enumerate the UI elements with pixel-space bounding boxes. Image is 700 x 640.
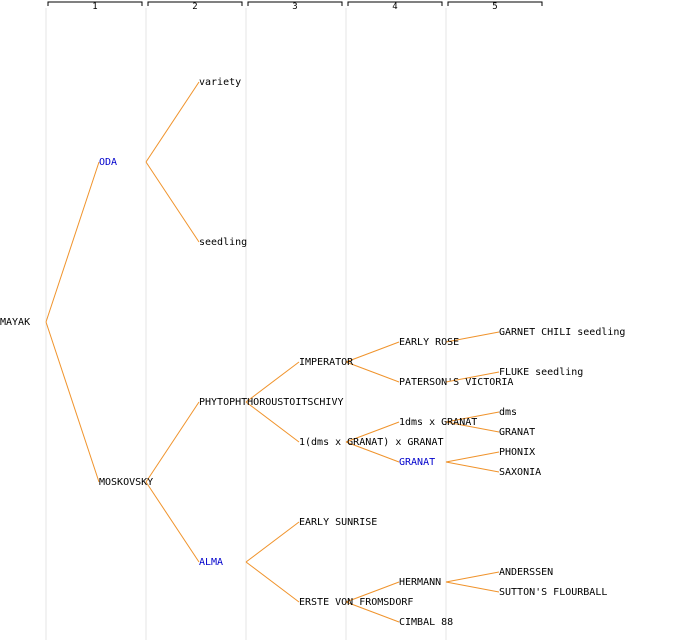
generation-bracket [447, 1, 543, 6]
pedigree-edge [345, 581, 400, 603]
generation-guides [45, 8, 447, 640]
node-dms-x-granat[interactable]: 1dms x GRANAT [399, 417, 477, 428]
node-suttons[interactable]: SUTTON'S FLOURBALL [499, 587, 607, 598]
node-early-sunrise[interactable]: EARLY SUNRISE [299, 517, 377, 528]
pedigree-edge [345, 341, 400, 363]
pedigree-edge [445, 461, 500, 473]
node-imperator[interactable]: IMPERATOR [299, 357, 354, 368]
node-moskovsky[interactable]: MOSKOVSKY [99, 477, 153, 488]
node-phonix[interactable]: PHONIX [499, 447, 535, 458]
pedigree-edge [145, 81, 200, 163]
generation-number: 2 [192, 2, 197, 12]
generation-bracket [47, 1, 143, 6]
pedigree-edge [445, 571, 500, 583]
node-oda[interactable]: ODA [99, 157, 117, 168]
node-anderssen[interactable]: ANDERSSEN [499, 567, 553, 578]
node-granat-5[interactable]: GRANAT [499, 427, 535, 438]
pedigree-edge [445, 451, 500, 463]
pedigree-edge [345, 601, 400, 623]
pedigree-edge [345, 421, 400, 443]
node-fluke[interactable]: FLUKE seedling [499, 367, 583, 378]
node-seedling[interactable]: seedling [199, 237, 247, 248]
node-paterson[interactable]: PATERSON'S VICTORIA [399, 377, 513, 388]
node-granat-4[interactable]: GRANAT [399, 457, 435, 468]
pedigree-edge [145, 481, 200, 563]
pedigree-edge [45, 161, 100, 323]
node-dms-granat[interactable]: 1(dms x GRANAT) x GRANAT [299, 437, 444, 448]
generation-bracket [247, 1, 343, 6]
pedigree-edge [345, 361, 400, 383]
node-variety[interactable]: variety [199, 77, 241, 88]
node-dms[interactable]: dms [499, 407, 517, 418]
pedigree-edge [245, 521, 300, 563]
node-hermann[interactable]: HERMANN [399, 577, 441, 588]
pedigree-edge [245, 361, 300, 403]
generation-bracket [147, 1, 243, 6]
pedigree-edge [445, 411, 500, 423]
generation-number: 1 [92, 2, 97, 12]
pedigree-edge [45, 321, 100, 483]
pedigree-edge [445, 581, 500, 593]
pedigree-edge [445, 421, 500, 433]
generation-number: 3 [292, 2, 297, 12]
node-erste[interactable]: ERSTE VON FROMSDORF [299, 597, 413, 608]
node-saxonia[interactable]: SAXONIA [499, 467, 541, 478]
node-alma[interactable]: ALMA [199, 557, 223, 568]
pedigree-edge [445, 371, 500, 383]
node-early-rose[interactable]: EARLY ROSE [399, 337, 459, 348]
node-cimbal[interactable]: CIMBAL 88 [399, 617, 453, 628]
pedigree-nodes: MAYAK ODA MOSKOVSKY variety seedling PHYTOPHT… [0, 77, 625, 628]
pedigree-edge [245, 561, 300, 603]
generation-number: 4 [392, 2, 397, 12]
node-garnet[interactable]: GARNET CHILI seedling [499, 327, 625, 338]
generation-bracket [347, 1, 443, 6]
generation-header: 1 2 3 4 5 [47, 1, 543, 12]
node-mayak[interactable]: MAYAK [0, 317, 30, 328]
pedigree-edge [145, 161, 200, 243]
pedigree-edge [145, 401, 200, 483]
pedigree-edge [445, 331, 500, 343]
pedigree-edges [45, 81, 500, 623]
generation-number: 5 [492, 2, 497, 12]
node-phyto[interactable]: PHYTOPHTHOROUSTOITSCHIVY [199, 397, 344, 408]
pedigree-edge [345, 441, 400, 463]
pedigree-edge [245, 401, 300, 443]
